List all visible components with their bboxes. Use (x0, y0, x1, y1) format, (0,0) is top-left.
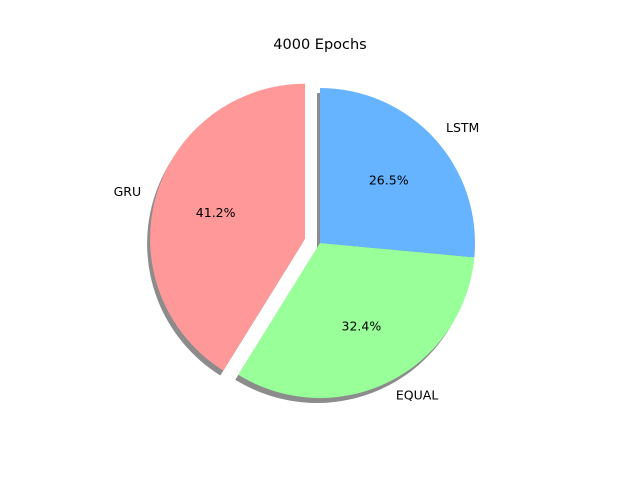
chart-title: 4000 Epochs (273, 37, 366, 53)
pie-slice-gru (150, 83, 306, 371)
pie-slice-lstm (320, 88, 475, 258)
slice-label-lstm: LSTM (446, 120, 479, 135)
slice-percent-gru: 41.2% (196, 205, 236, 220)
slice-percent-equal: 32.4% (342, 318, 382, 333)
slice-layer (150, 83, 475, 398)
slice-label-equal: EQUAL (396, 388, 438, 403)
pie-slice-equal (238, 243, 475, 398)
slice-percent-lstm: 26.5% (369, 172, 409, 187)
slice-label-gru: GRU (114, 184, 142, 199)
label-layer: GRU 41.2% EQUAL 32.4% LSTM 26.5% (114, 120, 480, 403)
